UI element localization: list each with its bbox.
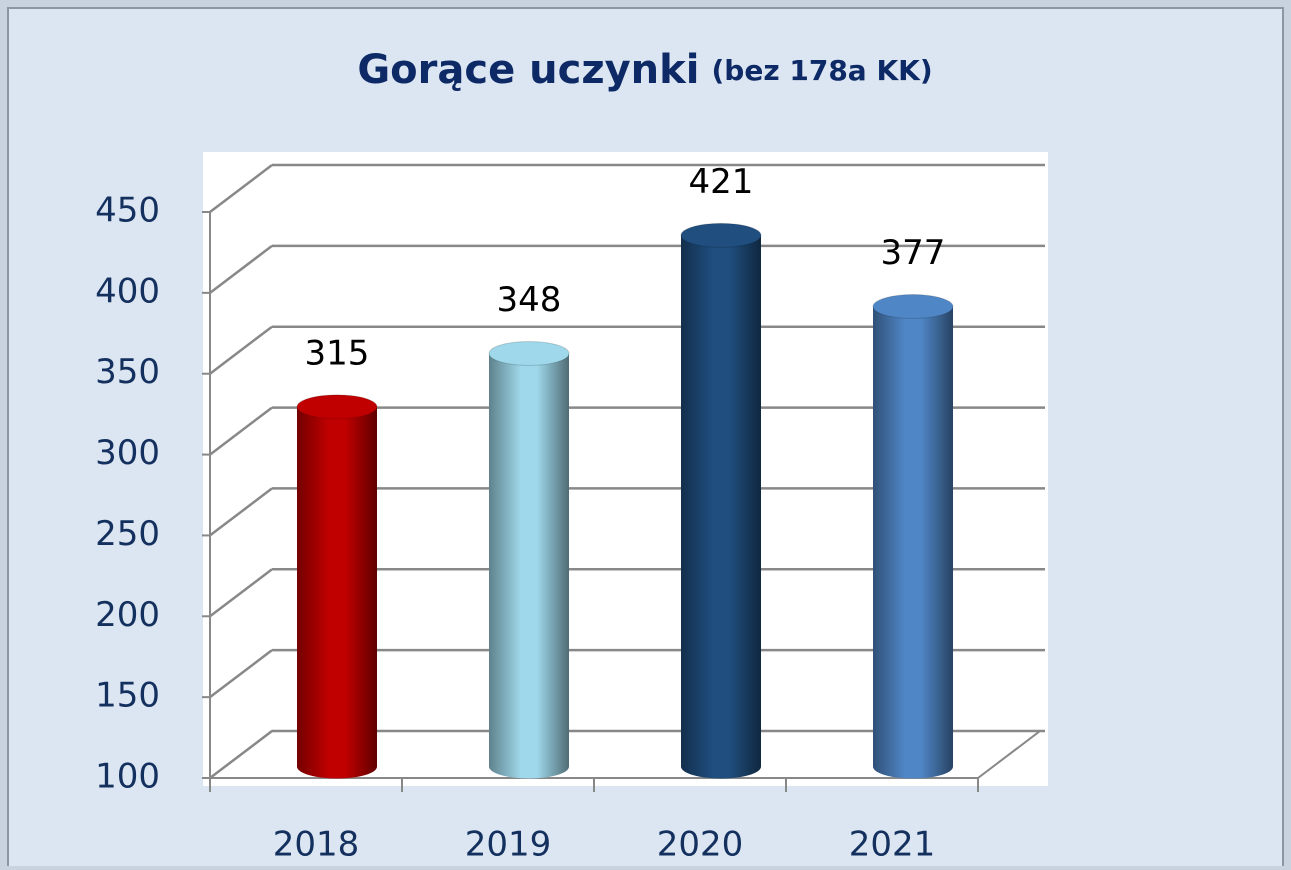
value-label: 348 xyxy=(497,280,562,320)
y-tick-label: 100 xyxy=(95,757,160,797)
grid-line xyxy=(209,325,273,375)
grid-line xyxy=(209,406,273,456)
x-tick-label: 2020 xyxy=(657,825,744,865)
y-tick-label: 250 xyxy=(95,514,160,554)
bar-top xyxy=(488,340,570,366)
y-tick-label: 200 xyxy=(95,595,160,635)
x-tick-label: 2021 xyxy=(849,825,936,865)
bar-shade xyxy=(681,235,761,779)
x-tick-label: 2018 xyxy=(273,825,360,865)
y-tick-label: 400 xyxy=(95,271,160,311)
bar-top xyxy=(296,394,378,420)
bar-top xyxy=(680,222,762,248)
x-tick-label: 2019 xyxy=(465,825,552,865)
title: Gorące uczynki xyxy=(357,47,699,93)
grid-line xyxy=(209,164,273,213)
grid-line xyxy=(209,244,273,294)
chart-title: Gorące uczynki (bez 178a KK) xyxy=(357,47,932,93)
grid-line xyxy=(209,730,273,779)
y-tick-label: 450 xyxy=(95,191,160,231)
bar-shade xyxy=(489,353,569,779)
value-label: 421 xyxy=(689,162,754,202)
grid-line xyxy=(209,649,273,699)
bar-shade xyxy=(873,306,953,779)
grid-line xyxy=(209,568,273,618)
bar-top xyxy=(872,294,954,320)
subtitle: (bez 178a KK) xyxy=(711,54,932,87)
y-tick-label: 300 xyxy=(95,433,160,473)
y-tick-label: 350 xyxy=(95,352,160,392)
grid-line xyxy=(209,487,273,537)
value-label: 377 xyxy=(881,233,946,273)
y-tick-label: 150 xyxy=(95,676,160,716)
value-label: 315 xyxy=(305,333,370,373)
bar-shade xyxy=(297,406,377,779)
